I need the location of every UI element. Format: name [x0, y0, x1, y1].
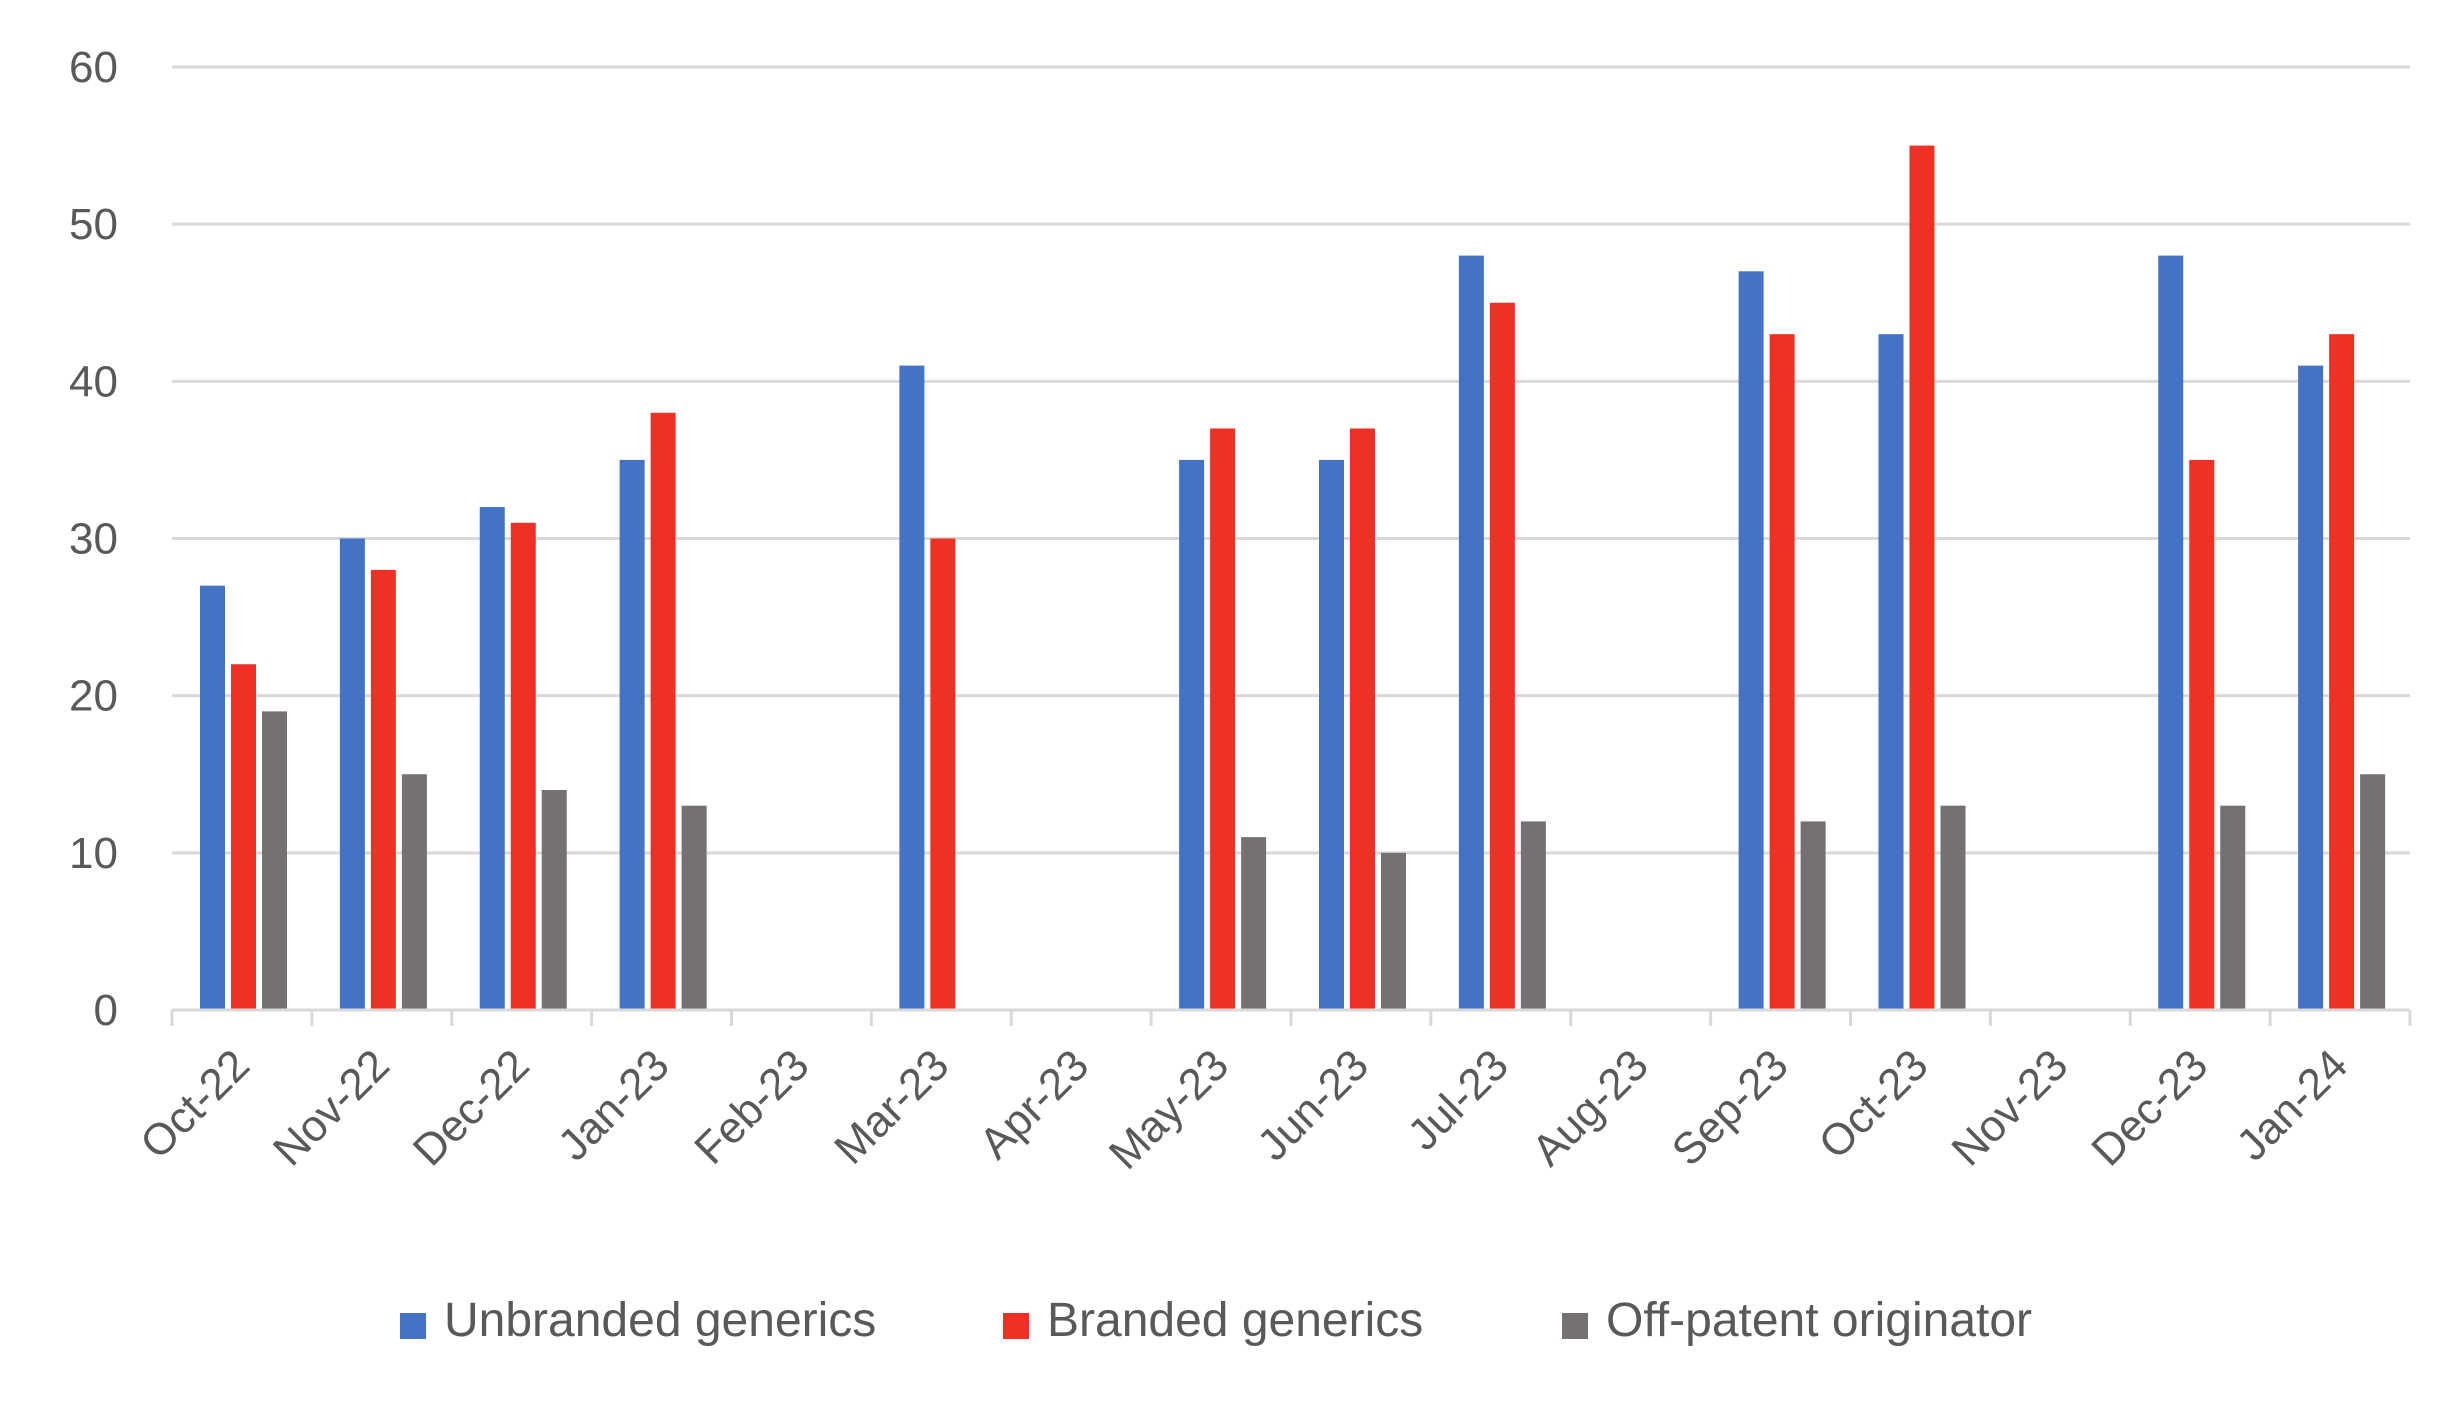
- bar-branded-generics: [510, 522, 536, 1010]
- y-tick-label: 0: [94, 986, 118, 1035]
- x-tick-label: Aug-23: [1523, 1040, 1658, 1175]
- x-tick-label: Oct-23: [1809, 1040, 1937, 1168]
- bar-branded-generics: [1350, 428, 1375, 1010]
- y-tick-label: 60: [69, 43, 118, 92]
- bar-branded-generics: [1909, 145, 1935, 1011]
- gridlines: [172, 65, 2410, 855]
- bars: [200, 145, 2386, 1011]
- x-tick-label: Oct-22: [131, 1040, 259, 1168]
- bar-off-patent-originator: [1520, 821, 1546, 1010]
- bar-branded-generics: [231, 664, 256, 1010]
- bar-unbranded-generics: [339, 538, 365, 1010]
- bar-off-patent-originator: [2220, 805, 2246, 1010]
- bar-unbranded-generics: [1878, 334, 1904, 1010]
- x-tick-label: Dec-22: [404, 1040, 539, 1175]
- x-tick-label: Feb-23: [685, 1040, 818, 1173]
- x-tick-label: Jun-23: [1248, 1040, 1378, 1170]
- bar-off-patent-originator: [2360, 774, 2386, 1010]
- legend: Unbranded generics Branded generics Off-pa…: [400, 1294, 2032, 1347]
- x-tick-label: Nov-23: [1942, 1040, 2077, 1175]
- bar-off-patent-originator: [1800, 821, 1826, 1010]
- bar-off-patent-originator: [1241, 837, 1267, 1010]
- x-axis: [170, 1008, 2412, 1026]
- bar-off-patent-originator: [1940, 805, 1966, 1010]
- y-tick-label: 30: [69, 515, 118, 564]
- y-tick-label: 10: [69, 829, 118, 878]
- bar-off-patent-originator: [1381, 852, 1406, 1010]
- legend-label: Branded generics: [1047, 1294, 1423, 1347]
- y-tick-label: 50: [69, 200, 118, 249]
- x-axis-ticks: Oct-22 Nov-22 Dec-22 Jan-23 Feb-23 Mar-23 Apr-…: [131, 1040, 2357, 1178]
- y-tick-label: 40: [69, 357, 118, 406]
- bar-branded-generics: [650, 412, 676, 1010]
- bar-branded-generics: [2329, 334, 2355, 1010]
- x-tick-label: Dec-23: [2082, 1040, 2217, 1175]
- bar-unbranded-generics: [1458, 255, 1484, 1011]
- legend-swatch: [400, 1313, 426, 1339]
- bar-branded-generics: [1769, 334, 1795, 1010]
- bar-off-patent-originator: [401, 774, 427, 1010]
- x-tick-label: Jan-23: [549, 1040, 679, 1170]
- legend-item: Unbranded generics: [400, 1294, 876, 1347]
- bar-unbranded-generics: [899, 365, 925, 1010]
- x-tick-label: Jan-24: [2227, 1040, 2357, 1170]
- x-tick-label: Apr-23: [970, 1040, 1098, 1168]
- bar-unbranded-generics: [200, 585, 225, 1010]
- bar-unbranded-generics: [2298, 365, 2324, 1010]
- x-tick-label: May-23: [1100, 1040, 1238, 1178]
- y-axis-ticks: 0 10 20 30 40 50 60: [69, 43, 118, 1035]
- bar-unbranded-generics: [1738, 271, 1764, 1011]
- legend-label: Unbranded generics: [444, 1294, 876, 1347]
- bar-off-patent-originator: [541, 789, 567, 1010]
- bar-off-patent-originator: [681, 805, 707, 1010]
- bar-branded-generics: [1489, 302, 1515, 1010]
- x-tick-label: Nov-22: [264, 1040, 399, 1175]
- x-tick-label: Jul-23: [1398, 1040, 1517, 1159]
- bar-off-patent-originator: [262, 711, 287, 1010]
- bar-branded-generics: [2189, 459, 2215, 1011]
- bar-unbranded-generics: [479, 507, 505, 1010]
- bar-branded-generics: [370, 569, 396, 1010]
- x-tick-label: Sep-23: [1663, 1040, 1798, 1175]
- bar-branded-generics: [930, 538, 956, 1010]
- bar-unbranded-generics: [619, 459, 645, 1011]
- y-tick-label: 20: [69, 672, 118, 721]
- legend-item: Off-patent originator: [1562, 1294, 2032, 1347]
- legend-swatch: [1003, 1313, 1029, 1339]
- bar-unbranded-generics: [1179, 459, 1205, 1011]
- bar-unbranded-generics: [1319, 459, 1344, 1011]
- x-tick-label: Mar-23: [825, 1040, 958, 1173]
- legend-swatch: [1562, 1313, 1588, 1339]
- bar-branded-generics: [1210, 428, 1236, 1010]
- legend-label: Off-patent originator: [1606, 1294, 2032, 1347]
- bar-unbranded-generics: [2158, 255, 2184, 1011]
- legend-item: Branded generics: [1003, 1294, 1423, 1347]
